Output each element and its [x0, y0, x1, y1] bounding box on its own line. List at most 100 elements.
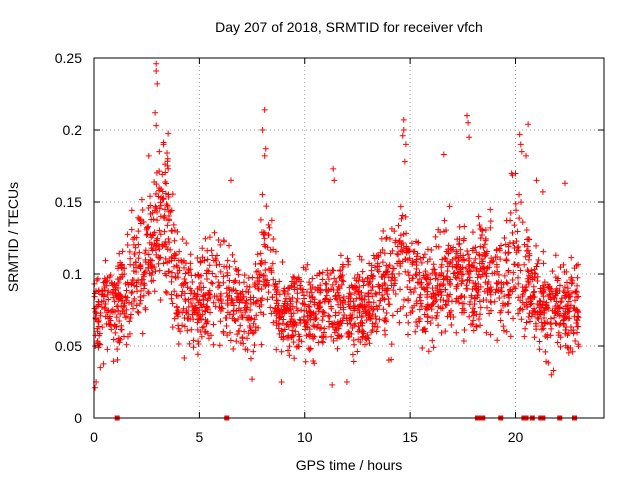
- data-point: [358, 256, 365, 263]
- data-point: [237, 322, 244, 329]
- data-point: [130, 241, 137, 248]
- data-point: [503, 256, 510, 263]
- data-point: [269, 260, 276, 267]
- data-point: [258, 301, 265, 308]
- data-point: [137, 265, 144, 272]
- data-point: [117, 274, 124, 281]
- data-point: [128, 281, 135, 288]
- data-point: [250, 348, 257, 355]
- data-point: [137, 281, 144, 288]
- data-point: [500, 327, 507, 334]
- data-point: [317, 286, 324, 293]
- data-point: [109, 309, 116, 316]
- data-point: [419, 327, 426, 334]
- data-point: [209, 270, 216, 277]
- data-point: [304, 317, 311, 324]
- data-point: [422, 268, 429, 275]
- data-point: [121, 265, 128, 272]
- data-point: [478, 266, 485, 273]
- data-point: [114, 346, 121, 353]
- data-point: [397, 263, 404, 270]
- data-point: [172, 251, 179, 258]
- data-point: [528, 267, 535, 274]
- data-point: [515, 247, 522, 254]
- data-point: [118, 264, 125, 271]
- data-point: [239, 312, 246, 319]
- data-point: [424, 301, 431, 308]
- data-point: [330, 337, 337, 344]
- data-point: [310, 322, 317, 329]
- data-point: [289, 294, 296, 301]
- data-point: [534, 301, 541, 308]
- data-point: [111, 298, 118, 305]
- data-point: [561, 314, 568, 321]
- data-point: [557, 264, 564, 271]
- data-point: [444, 263, 451, 270]
- data-point: [518, 199, 525, 206]
- data-point: [269, 293, 276, 300]
- data-point: [354, 314, 361, 321]
- data-point: [172, 273, 179, 280]
- data-point: [531, 288, 538, 295]
- data-point: [453, 295, 460, 302]
- data-point: [167, 246, 174, 253]
- data-point: [558, 298, 565, 305]
- data-point: [257, 216, 264, 223]
- data-point: [268, 310, 275, 317]
- data-point: [381, 250, 388, 257]
- data-point: [574, 274, 581, 281]
- data-point: [452, 274, 459, 281]
- data-point: [515, 310, 522, 317]
- data-point: [381, 296, 388, 303]
- data-point: [261, 152, 268, 159]
- data-point: [461, 257, 468, 264]
- data-point: [384, 285, 391, 292]
- data-point: [536, 346, 543, 353]
- data-point: [331, 177, 338, 184]
- data-point: [149, 269, 156, 276]
- data-point: [551, 295, 558, 302]
- data-point: [523, 152, 530, 159]
- data-point: [558, 312, 565, 319]
- data-point: [140, 273, 147, 280]
- data-point: [145, 265, 152, 272]
- data-point: [276, 314, 283, 321]
- data-point: [217, 290, 224, 297]
- data-point: [405, 269, 412, 276]
- data-point: [395, 251, 402, 258]
- data-point: [402, 213, 409, 220]
- data-point: [458, 309, 465, 316]
- data-point: [432, 270, 439, 277]
- data-point: [515, 274, 522, 281]
- data-point: [465, 257, 472, 264]
- data-point: [554, 310, 561, 317]
- data-point: [300, 292, 307, 299]
- data-point: [534, 314, 541, 321]
- data-point: [156, 267, 163, 274]
- data-point: [541, 279, 548, 286]
- data-point: [547, 332, 554, 339]
- data-point: [246, 322, 253, 329]
- data-point: [245, 274, 252, 281]
- data-point: [510, 269, 517, 276]
- data-point: [156, 148, 163, 155]
- data-point: [461, 327, 468, 334]
- data-point: [423, 276, 430, 283]
- data-point: [216, 261, 223, 268]
- data-point: [572, 337, 579, 344]
- data-point: [217, 318, 224, 325]
- data-point: [161, 214, 168, 221]
- data-point: [574, 323, 581, 330]
- data-point: [487, 218, 494, 225]
- data-point: [510, 315, 517, 322]
- data-point: [325, 318, 332, 325]
- data-point: [250, 320, 257, 327]
- data-point: [190, 316, 197, 323]
- data-point: [345, 258, 352, 265]
- data-point: [293, 344, 300, 351]
- data-point: [417, 297, 424, 304]
- data-point: [182, 280, 189, 287]
- data-point: [170, 221, 177, 228]
- data-point: [168, 227, 175, 234]
- data-point: [469, 286, 476, 293]
